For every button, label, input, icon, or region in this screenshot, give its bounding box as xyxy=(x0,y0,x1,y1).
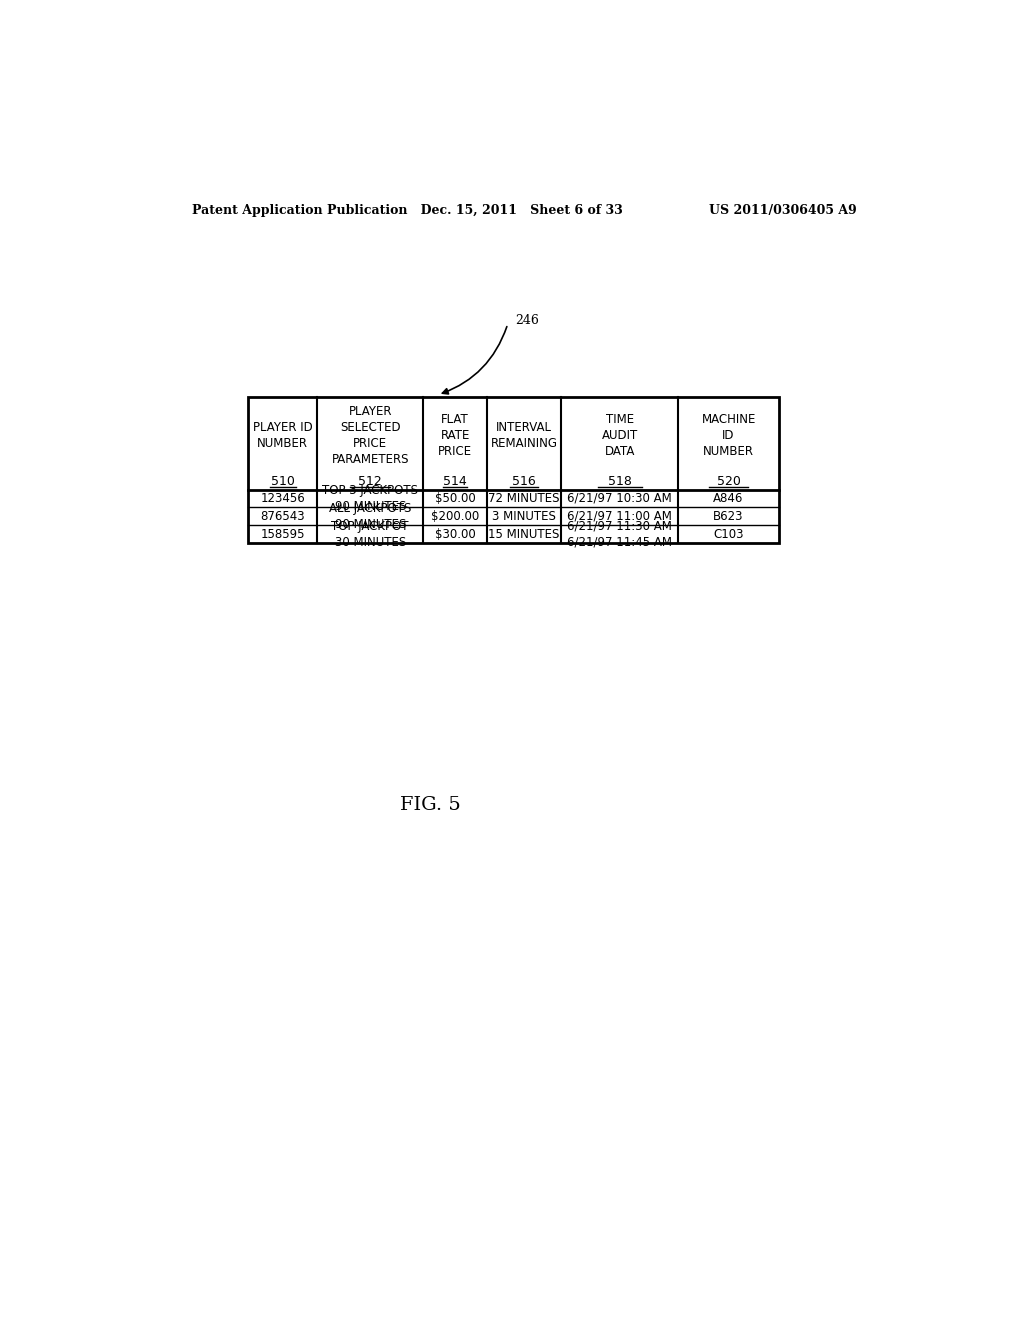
Text: 6/21/97 11:30 AM
6/21/97 11:45 AM: 6/21/97 11:30 AM 6/21/97 11:45 AM xyxy=(567,520,672,549)
Text: INTERVAL
REMAINING: INTERVAL REMAINING xyxy=(490,421,558,450)
Text: PLAYER
SELECTED
PRICE
PARAMETERS: PLAYER SELECTED PRICE PARAMETERS xyxy=(332,405,409,466)
Text: 246: 246 xyxy=(515,314,540,326)
Text: A846: A846 xyxy=(714,492,743,506)
Text: TOP 3 JACKPOTS
90 MINUTES: TOP 3 JACKPOTS 90 MINUTES xyxy=(323,484,418,513)
Text: 512: 512 xyxy=(358,475,382,488)
Bar xyxy=(248,397,779,544)
Text: FIG. 5: FIG. 5 xyxy=(400,796,461,814)
Text: TIME
AUDIT
DATA: TIME AUDIT DATA xyxy=(602,413,638,458)
Text: FLAT
RATE
PRICE: FLAT RATE PRICE xyxy=(438,413,472,458)
Text: $50.00: $50.00 xyxy=(435,492,475,506)
Text: 3 MINUTES: 3 MINUTES xyxy=(493,510,556,523)
Text: US 2011/0306405 A9: US 2011/0306405 A9 xyxy=(710,205,857,218)
Text: 516: 516 xyxy=(512,475,536,488)
Text: 15 MINUTES: 15 MINUTES xyxy=(488,528,560,541)
Text: MACHINE
ID
NUMBER: MACHINE ID NUMBER xyxy=(701,413,756,458)
Text: 6/21/97 11:00 AM: 6/21/97 11:00 AM xyxy=(567,510,672,523)
Text: 876543: 876543 xyxy=(260,510,305,523)
Text: 158595: 158595 xyxy=(260,528,305,541)
Text: $30.00: $30.00 xyxy=(435,528,475,541)
Text: 520: 520 xyxy=(717,475,740,488)
Text: TOP JACKPOT
30 MINUTES: TOP JACKPOT 30 MINUTES xyxy=(332,520,409,549)
Text: 518: 518 xyxy=(608,475,632,488)
Text: 72 MINUTES: 72 MINUTES xyxy=(488,492,560,506)
Text: ALL JACKPOTS
90 MINUTES: ALL JACKPOTS 90 MINUTES xyxy=(329,502,412,531)
Text: $200.00: $200.00 xyxy=(431,510,479,523)
Text: 123456: 123456 xyxy=(260,492,305,506)
Text: 6/21/97 10:30 AM: 6/21/97 10:30 AM xyxy=(567,492,672,506)
Text: Patent Application Publication   Dec. 15, 2011   Sheet 6 of 33: Patent Application Publication Dec. 15, … xyxy=(191,205,623,218)
Text: 514: 514 xyxy=(443,475,467,488)
Text: B623: B623 xyxy=(714,510,743,523)
Text: PLAYER ID
NUMBER: PLAYER ID NUMBER xyxy=(253,421,312,450)
Text: 510: 510 xyxy=(270,475,295,488)
Text: C103: C103 xyxy=(714,528,743,541)
